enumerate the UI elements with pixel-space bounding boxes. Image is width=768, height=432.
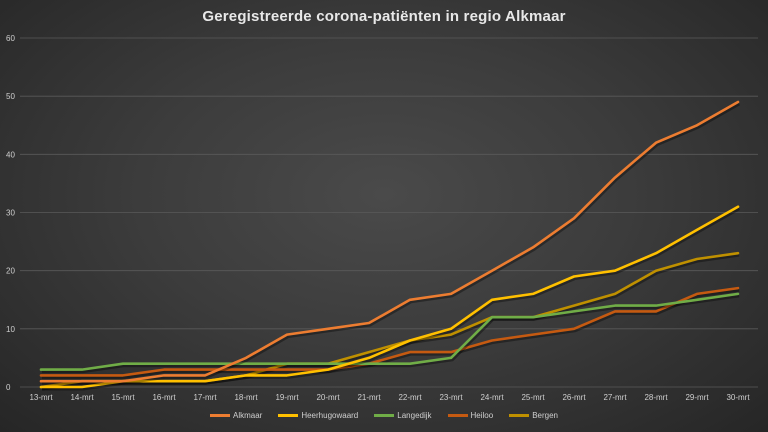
- y-axis: 0 10 20 30 40 50 60: [6, 34, 15, 392]
- x-tick-label: 21-mrt: [357, 393, 381, 402]
- y-tick-label: 30: [6, 209, 15, 218]
- y-tick-label: 50: [6, 92, 15, 101]
- x-tick-label: 15-mrt: [111, 393, 135, 402]
- series-shadow: [42, 206, 740, 391]
- x-tick-label: 23-mrt: [439, 393, 463, 402]
- chart-legend: Alkmaar Heerhugowaard Langedijk Heiloo Berge…: [0, 411, 768, 420]
- series-line-langedijk: [39, 292, 740, 371]
- x-axis: 13-mrt 14-mrt 15-mrt 16-mrt 17-mrt 18-mrt 19-m…: [29, 393, 750, 402]
- series-line-heiloo: [39, 286, 740, 377]
- series-lines: [39, 100, 740, 391]
- legend-item-bergen: Bergen: [509, 411, 558, 420]
- x-tick-label: 13-mrt: [29, 393, 53, 402]
- y-tick-label: 10: [6, 325, 15, 334]
- y-tick-label: 40: [6, 150, 15, 159]
- legend-swatch-icon: [447, 414, 468, 417]
- x-tick-label: 14-mrt: [70, 393, 94, 402]
- legend-item-heerhugowaard: Heerhugowaard: [278, 411, 358, 420]
- x-tick-label: 27-mrt: [603, 393, 627, 402]
- series-shadow: [41, 252, 740, 391]
- legend-swatch-icon: [209, 414, 230, 417]
- series-shadow: [42, 293, 740, 374]
- series-line-alkmaar: [39, 100, 740, 383]
- legend-label: Heiloo: [470, 411, 494, 420]
- x-tick-label: 25-mrt: [521, 393, 545, 402]
- y-tick-label: 0: [6, 383, 11, 392]
- legend-swatch-icon: [509, 414, 530, 417]
- legend-item-langedijk: Langedijk: [374, 411, 432, 420]
- x-tick-label: 26-mrt: [562, 393, 586, 402]
- x-tick-label: 30-mrt: [726, 393, 750, 402]
- x-tick-label: 24-mrt: [480, 393, 504, 402]
- x-tick-label: 19-mrt: [275, 393, 299, 402]
- chart-title: Geregistreerde corona-patiënten in regio…: [202, 8, 566, 25]
- x-tick-label: 20-mrt: [316, 393, 340, 402]
- x-tick-label: 17-mrt: [193, 393, 217, 402]
- series-shadow: [42, 287, 740, 379]
- x-tick-label: 22-mrt: [398, 393, 422, 402]
- gridlines: [20, 37, 758, 388]
- x-tick-label: 18-mrt: [234, 393, 258, 402]
- x-tick-label: 29-mrt: [685, 393, 709, 402]
- y-tick-label: 60: [6, 34, 15, 43]
- legend-label: Heerhugowaard: [301, 411, 359, 420]
- x-tick-label: 16-mrt: [152, 393, 176, 402]
- legend-item-heiloo: Heiloo: [447, 411, 494, 420]
- x-tick-label: 28-mrt: [644, 393, 668, 402]
- series-line-heerhugowaard: [39, 205, 740, 389]
- y-tick-label: 20: [6, 267, 15, 276]
- legend-label: Bergen: [532, 411, 558, 420]
- series-shadow: [42, 101, 740, 385]
- legend-swatch-icon: [374, 414, 395, 417]
- legend-label: Langedijk: [397, 411, 432, 420]
- legend-swatch-icon: [278, 414, 299, 417]
- legend-label: Alkmaar: [232, 411, 263, 420]
- legend-item-alkmaar: Alkmaar: [209, 411, 263, 420]
